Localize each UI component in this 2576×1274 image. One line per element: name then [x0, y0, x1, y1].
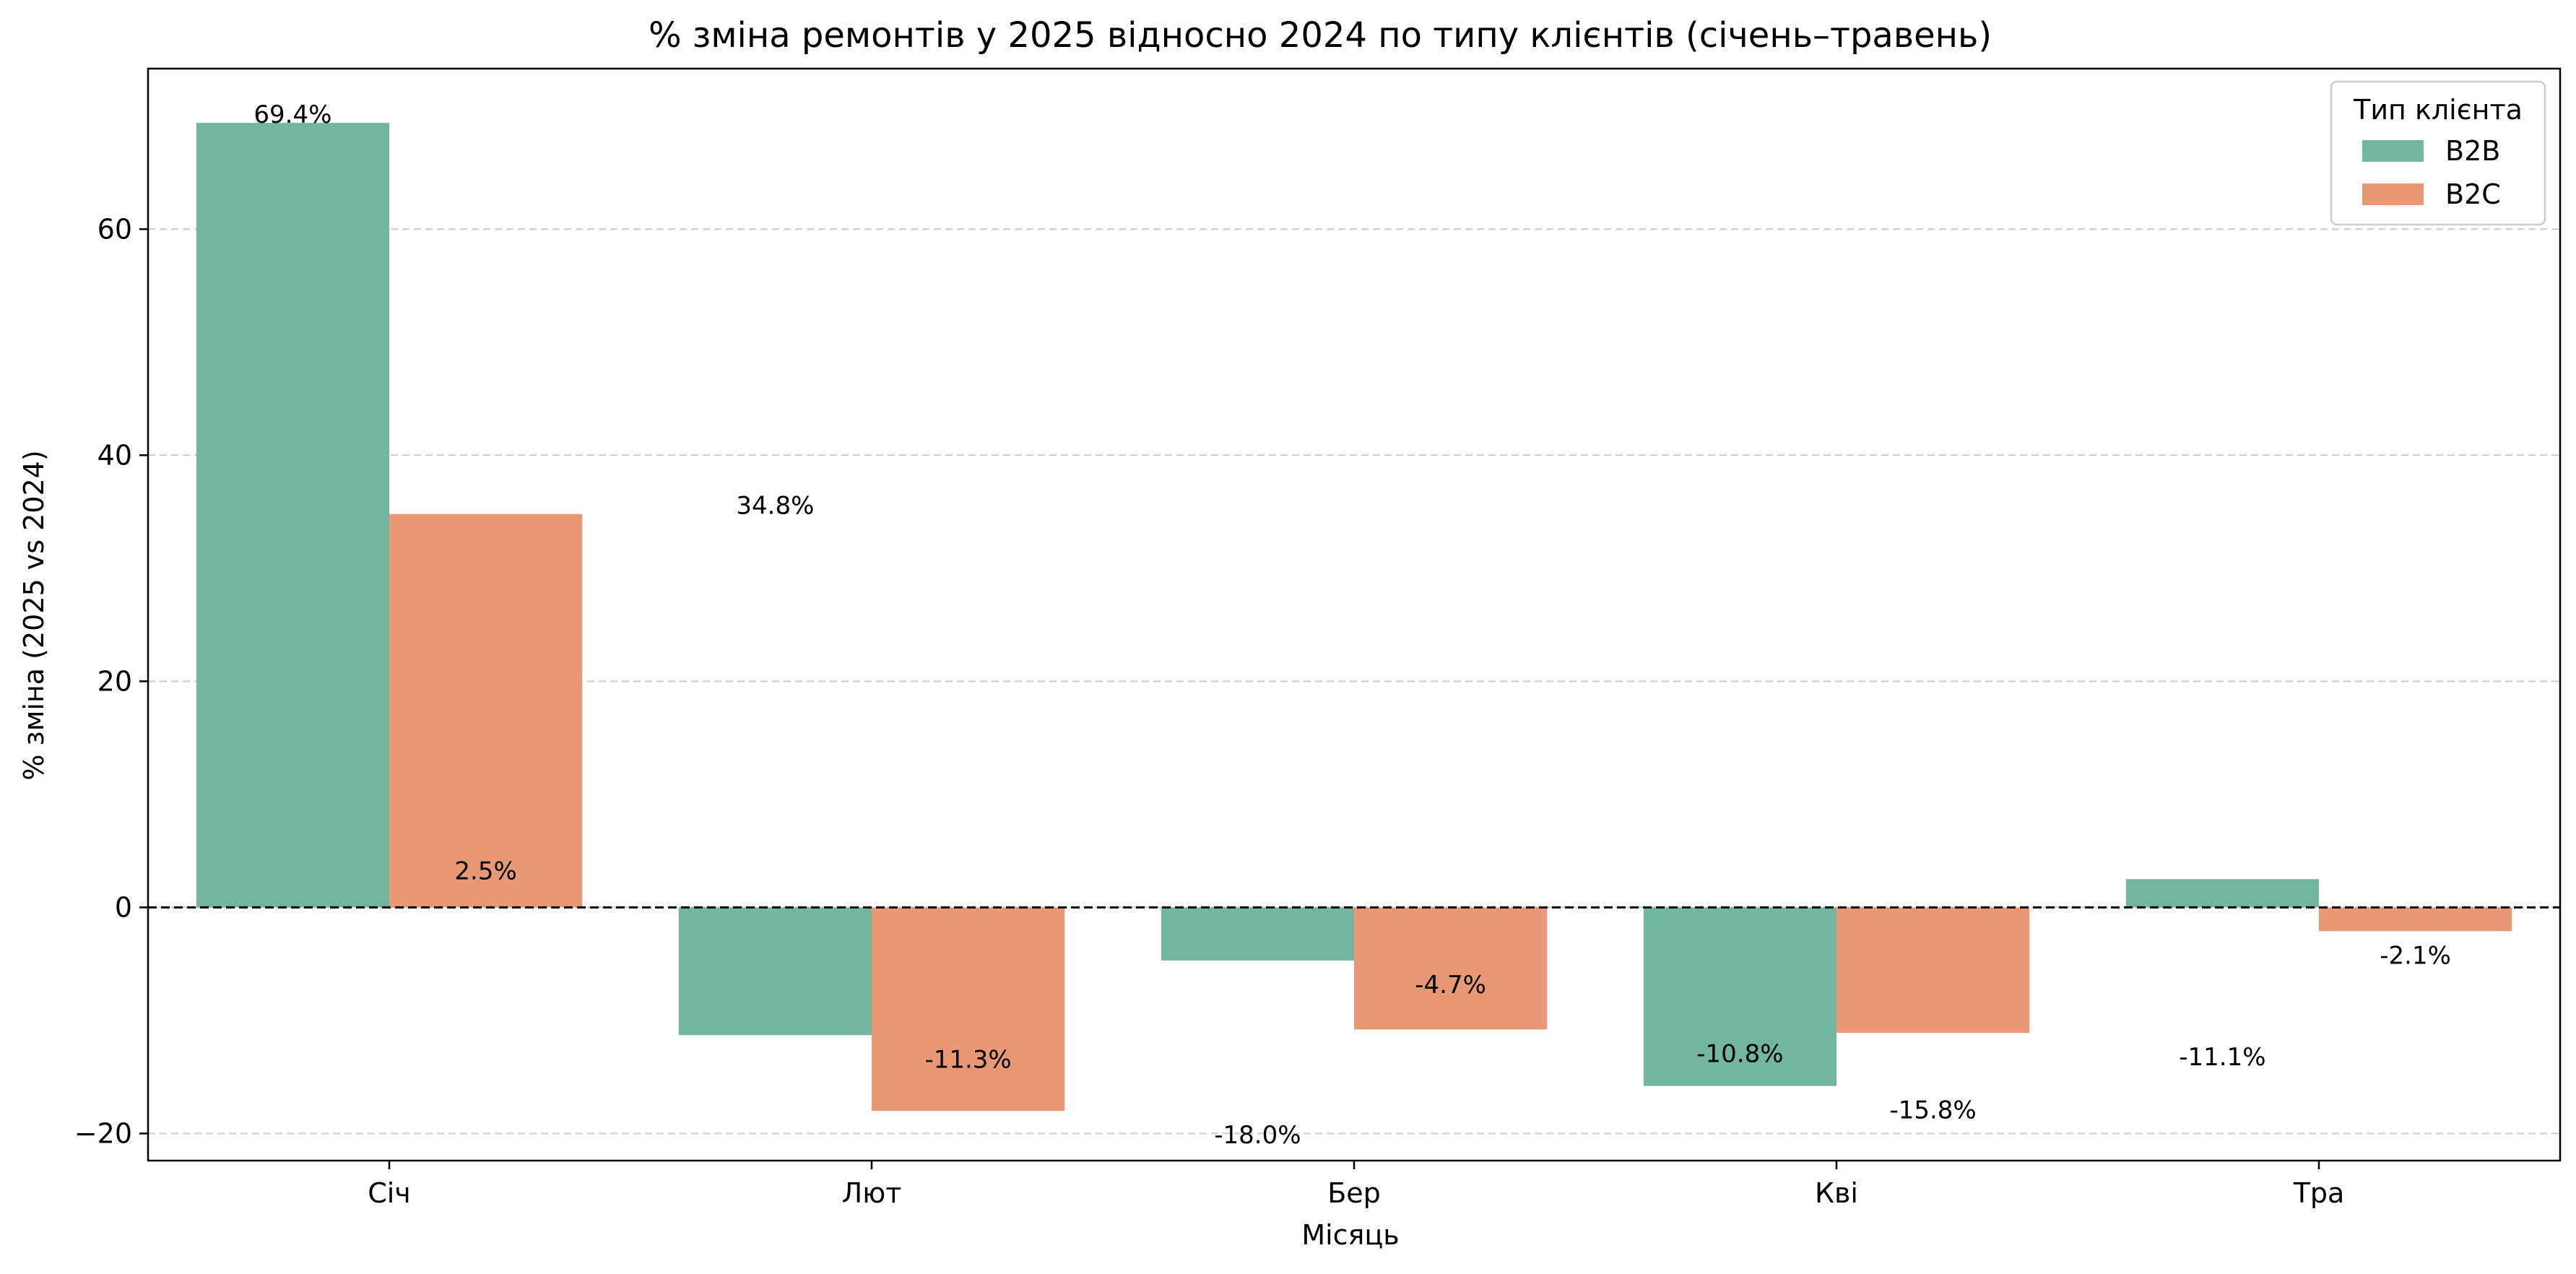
- y-tick-label: 20: [97, 665, 132, 697]
- bar-b2c-3: [1836, 907, 2030, 1034]
- data-label: -15.8%: [1889, 1096, 1976, 1125]
- data-label: -11.3%: [924, 1045, 1011, 1074]
- data-label: -4.7%: [1415, 971, 1486, 1000]
- x-axis-label: Місяць: [1301, 1219, 1399, 1251]
- legend: Тип клієнта B2B B2C: [2330, 80, 2546, 226]
- y-axis-label: % зміна (2025 vs 2024): [18, 450, 50, 780]
- y-tick-label: 0: [115, 891, 132, 923]
- chart-title: % зміна ремонтів у 2025 відносно 2024 по…: [649, 15, 1992, 56]
- data-label: -18.0%: [1214, 1121, 1301, 1150]
- bars: [196, 123, 2512, 1112]
- bar-b2b-4: [2125, 879, 2319, 908]
- x-tick-label: Тра: [2293, 1177, 2345, 1209]
- data-labels: 69.4% 34.8% -18.0% -10.8% -11.1% 2.5% -11.3% -4…: [253, 100, 2451, 1150]
- y-tick-label: 40: [97, 439, 132, 471]
- bar-b2c-0: [389, 514, 583, 908]
- y-tick-label: −20: [74, 1117, 132, 1149]
- legend-label-b2b: B2B: [2445, 135, 2500, 167]
- legend-swatch-b2b: [2362, 140, 2424, 162]
- bar-b2c-2: [1354, 907, 1548, 1030]
- x-tick-label: Бер: [1327, 1177, 1381, 1209]
- bar-b2c-4: [2319, 907, 2512, 932]
- legend-swatch-b2c: [2362, 183, 2424, 205]
- legend-label-b2c: B2C: [2445, 178, 2501, 210]
- bar-b2b-2: [1161, 907, 1354, 961]
- bar-b2b-1: [678, 907, 872, 1036]
- data-label: 69.4%: [253, 100, 331, 129]
- y-axis-ticks: −20 0 20 40 60: [74, 213, 148, 1149]
- x-tick-label: Січ: [368, 1177, 411, 1209]
- bar-b2b-3: [1643, 907, 1836, 1086]
- x-tick-label: Кві: [1815, 1177, 1858, 1209]
- data-label: -11.1%: [2179, 1043, 2265, 1072]
- data-label: -10.8%: [1696, 1039, 1783, 1068]
- x-tick-label: Лют: [842, 1177, 902, 1209]
- data-label: -2.1%: [2380, 941, 2451, 970]
- y-tick-label: 60: [97, 213, 132, 245]
- data-label: 2.5%: [454, 857, 516, 885]
- bar-b2c-1: [872, 907, 1065, 1112]
- bar-b2b-0: [196, 123, 389, 908]
- data-label: 34.8%: [736, 492, 814, 521]
- x-axis-ticks: Січ Лют Бер Кві Тра: [368, 1161, 2344, 1209]
- legend-title: Тип клієнта: [2353, 94, 2523, 126]
